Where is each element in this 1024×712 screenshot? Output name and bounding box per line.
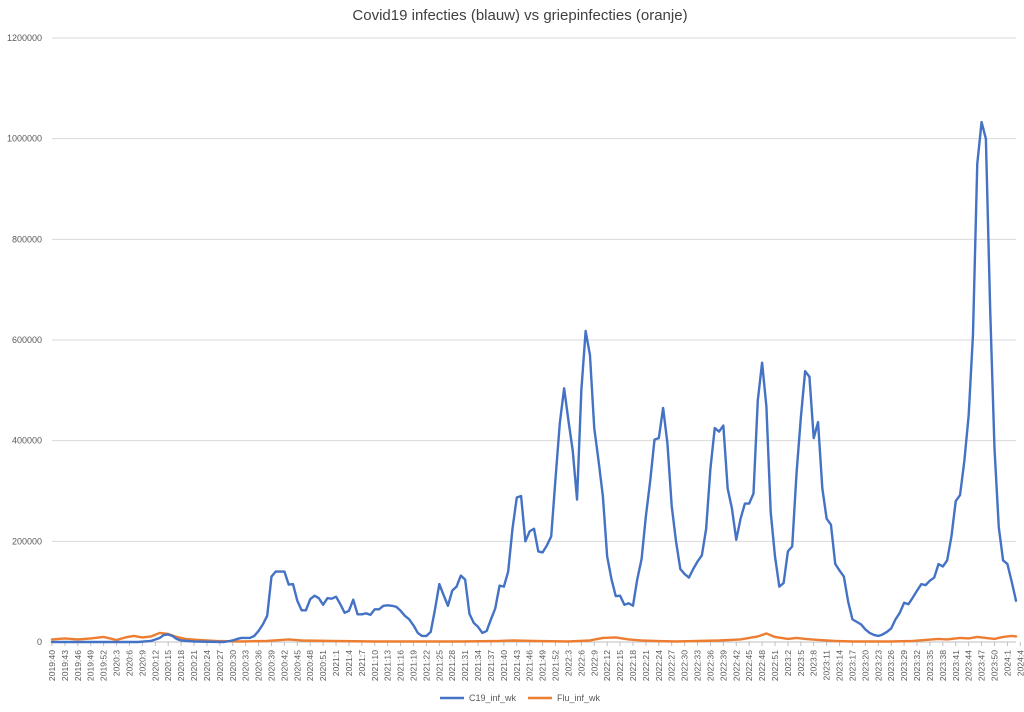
x-tick-label: 2021:46 bbox=[525, 650, 535, 681]
x-tick-label: 2020:21 bbox=[189, 650, 199, 681]
x-tick-label: 2021:37 bbox=[486, 650, 496, 681]
x-tick-label: 2019:52 bbox=[99, 650, 109, 681]
x-tick-label: 2022:12 bbox=[602, 650, 612, 681]
x-tick-label: 2022:15 bbox=[615, 650, 625, 681]
x-tick-label: 2022:42 bbox=[731, 650, 741, 681]
x-tick-label: 2021:25 bbox=[434, 650, 444, 681]
x-tick-label: 2022:48 bbox=[757, 650, 767, 681]
y-tick-label: 0 bbox=[37, 637, 42, 647]
x-tick-label: 2020:12 bbox=[150, 650, 160, 681]
x-tick-label: 2021:16 bbox=[396, 650, 406, 681]
x-tick-label: 2020:45 bbox=[292, 650, 302, 681]
y-tick-label: 1200000 bbox=[7, 33, 42, 43]
x-tick-label: 2020:24 bbox=[202, 650, 212, 681]
x-axis-ticks: 2019:40 2019:43 2019:46 2019:49 2019:52 2020:… bbox=[47, 642, 1024, 681]
y-tick-label: 400000 bbox=[12, 436, 42, 446]
x-tick-label: 2023:50 bbox=[989, 650, 999, 681]
x-tick-label: 2019:43 bbox=[60, 650, 70, 681]
x-tick-label: 2020:6 bbox=[124, 650, 134, 677]
y-tick-label: 800000 bbox=[12, 234, 42, 244]
x-tick-label: 2021:1 bbox=[331, 650, 341, 677]
x-tick-label: 2020:30 bbox=[228, 650, 238, 681]
x-tick-label: 2022:33 bbox=[693, 650, 703, 681]
x-tick-label: 2023:17 bbox=[847, 650, 857, 681]
x-tick-label: 2023:26 bbox=[886, 650, 896, 681]
series-line-flu-inf-wk bbox=[50, 631, 1018, 643]
x-tick-label: 2024:1 bbox=[1002, 650, 1012, 677]
x-tick-label: 2022:36 bbox=[705, 650, 715, 681]
x-tick-label: 2021:40 bbox=[499, 650, 509, 681]
x-tick-label: 2021:13 bbox=[383, 650, 393, 681]
x-tick-label: 2021:34 bbox=[473, 650, 483, 681]
x-tick-label: 2023:35 bbox=[925, 650, 935, 681]
x-tick-label: 2020:42 bbox=[279, 650, 289, 681]
x-tick-label: 2023:47 bbox=[977, 650, 987, 681]
x-tick-label: 2020:27 bbox=[215, 650, 225, 681]
x-tick-label: 2023:2 bbox=[783, 650, 793, 677]
x-tick-label: 2022:21 bbox=[641, 650, 651, 681]
x-tick-label: 2021:4 bbox=[344, 650, 354, 677]
legend-label: Flu_inf_wk bbox=[557, 693, 601, 703]
x-tick-label: 2022:51 bbox=[770, 650, 780, 681]
x-tick-label: 2019:40 bbox=[47, 650, 57, 681]
x-tick-label: 2022:27 bbox=[667, 650, 677, 681]
x-tick-label: 2021:43 bbox=[512, 650, 522, 681]
y-tick-label: 200000 bbox=[12, 536, 42, 546]
x-tick-label: 2022:30 bbox=[680, 650, 690, 681]
x-tick-label: 2023:20 bbox=[860, 650, 870, 681]
chart-title: Covid19 infecties (blauw) vs griepinfect… bbox=[352, 7, 687, 24]
x-tick-label: 2021:10 bbox=[370, 650, 380, 681]
x-tick-label: 2023:5 bbox=[796, 650, 806, 677]
x-tick-label: 2021:7 bbox=[357, 650, 367, 677]
x-tick-label: 2020:15 bbox=[163, 650, 173, 681]
x-tick-label: 2021:31 bbox=[460, 650, 470, 681]
y-tick-label: 600000 bbox=[12, 335, 42, 345]
x-tick-label: 2021:52 bbox=[551, 650, 561, 681]
x-tick-label: 2020:18 bbox=[176, 650, 186, 681]
x-tick-label: 2020:3 bbox=[112, 650, 122, 677]
x-tick-label: 2022:3 bbox=[563, 650, 573, 677]
x-tick-label: 2023:44 bbox=[964, 650, 974, 681]
x-tick-label: 2022:9 bbox=[589, 650, 599, 677]
x-tick-label: 2022:6 bbox=[576, 650, 586, 677]
x-tick-label: 2023:38 bbox=[938, 650, 948, 681]
x-tick-label: 2022:18 bbox=[628, 650, 638, 681]
legend: C19_inf_wk Flu_inf_wk bbox=[440, 693, 601, 703]
x-tick-label: 2024:4 bbox=[1015, 650, 1024, 677]
x-tick-label: 2023:14 bbox=[835, 650, 845, 681]
x-tick-label: 2023:23 bbox=[873, 650, 883, 681]
series-line-c19-inf-wk bbox=[50, 120, 1018, 644]
y-tick-label: 1000000 bbox=[7, 134, 42, 144]
x-tick-label: 2023:32 bbox=[912, 650, 922, 681]
series-lines bbox=[50, 120, 1018, 644]
y-axis-ticks: 0 200000 400000 600000 800000 1000000 1200000 bbox=[7, 33, 42, 647]
x-tick-label: 2022:39 bbox=[718, 650, 728, 681]
x-tick-label: 2021:19 bbox=[409, 650, 419, 681]
x-tick-label: 2020:51 bbox=[318, 650, 328, 681]
x-tick-label: 2020:36 bbox=[254, 650, 264, 681]
x-tick-label: 2021:22 bbox=[421, 650, 431, 681]
x-tick-label: 2022:24 bbox=[654, 650, 664, 681]
x-tick-label: 2020:39 bbox=[266, 650, 276, 681]
x-tick-label: 2023:8 bbox=[809, 650, 819, 677]
x-tick-label: 2023:29 bbox=[899, 650, 909, 681]
x-tick-label: 2023:11 bbox=[822, 650, 832, 681]
gridlines bbox=[52, 37, 1016, 542]
x-tick-label: 2020:33 bbox=[241, 650, 251, 681]
legend-label: C19_inf_wk bbox=[469, 693, 517, 703]
x-tick-label: 2019:46 bbox=[73, 650, 83, 681]
x-tick-label: 2019:49 bbox=[86, 650, 96, 681]
x-tick-label: 2020:9 bbox=[137, 650, 147, 677]
x-tick-label: 2021:49 bbox=[538, 650, 548, 681]
x-tick-label: 2022:45 bbox=[744, 650, 754, 681]
x-tick-label: 2020:48 bbox=[305, 650, 315, 681]
x-tick-label: 2021:28 bbox=[447, 650, 457, 681]
x-tick-label: 2023:41 bbox=[951, 650, 961, 681]
